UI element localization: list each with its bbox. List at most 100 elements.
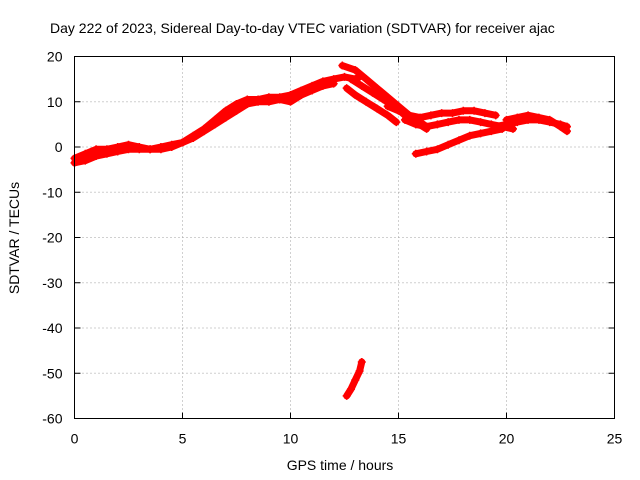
- data-point: [286, 97, 295, 106]
- x-tick-labels: 0 5 10 15 20 25: [71, 431, 623, 447]
- series-main-arc-lower: [70, 79, 338, 167]
- x-tick-label: 15: [391, 431, 407, 447]
- data-point: [275, 95, 284, 104]
- data-point: [491, 111, 500, 120]
- data-point: [167, 140, 176, 149]
- data-point: [156, 143, 165, 151]
- data-point: [113, 147, 122, 156]
- data-point: [340, 72, 349, 81]
- data-point: [346, 75, 355, 84]
- data-point: [210, 120, 219, 129]
- y-tick-label: -40: [42, 320, 62, 336]
- data-point: [342, 84, 351, 93]
- data-point: [297, 90, 306, 99]
- data-point: [411, 120, 420, 129]
- data-point: [357, 357, 366, 366]
- y-tick-labels: 20 10 0 -10 -20 -30 -40 -50 -60: [42, 49, 62, 427]
- series-outlier: [342, 357, 366, 400]
- data-point: [416, 113, 425, 122]
- y-tick-label: -30: [42, 275, 62, 291]
- data-point: [487, 127, 496, 136]
- series-line: [343, 84, 400, 126]
- y-tick-label: 10: [47, 94, 63, 110]
- data-point: [422, 122, 431, 131]
- series-mid-cluster: [383, 102, 500, 122]
- data-point: [362, 97, 371, 106]
- axis-ticks: [74, 56, 615, 419]
- data-point: [135, 145, 144, 154]
- data-point: [394, 106, 403, 115]
- data-point: [524, 111, 533, 120]
- x-tick-label: 0: [71, 431, 79, 447]
- x-axis-label: GPS time / hours: [287, 457, 394, 473]
- data-point: [346, 385, 355, 394]
- data-point: [329, 79, 338, 88]
- data-point: [379, 95, 388, 104]
- data-point: [342, 391, 351, 400]
- data-point: [454, 136, 463, 145]
- y-tick-label: -50: [42, 365, 62, 381]
- data-point: [459, 106, 468, 115]
- data-point: [286, 90, 295, 99]
- data-point: [383, 102, 392, 111]
- data-point: [513, 113, 522, 122]
- data-point: [470, 106, 479, 115]
- data-point: [556, 122, 565, 131]
- data-point: [368, 88, 377, 97]
- y-axis-label: SDTVAR / TECUs: [6, 182, 22, 294]
- y-tick-label: -60: [42, 411, 62, 427]
- data-point: [92, 152, 101, 161]
- data-point: [433, 145, 442, 154]
- data-point: [465, 115, 474, 124]
- x-tick-label: 25: [607, 431, 623, 447]
- data-point: [392, 118, 401, 127]
- data-point: [189, 133, 198, 142]
- data-point: [476, 118, 485, 127]
- data-point: [465, 131, 474, 140]
- data-point: [308, 86, 317, 95]
- data-point: [351, 90, 360, 99]
- data-point: [318, 81, 327, 90]
- data-point: [357, 81, 366, 90]
- data-series: [70, 61, 571, 400]
- data-point: [81, 156, 90, 165]
- data-point: [81, 149, 90, 158]
- data-point: [502, 115, 511, 124]
- data-point: [351, 376, 360, 385]
- grid-lines: [74, 56, 615, 419]
- data-point: [383, 111, 392, 120]
- data-point: [124, 145, 133, 154]
- data-point: [102, 149, 111, 158]
- data-point: [264, 97, 273, 106]
- data-point: [372, 84, 381, 93]
- data-point: [444, 140, 453, 149]
- data-point: [411, 149, 420, 158]
- series-line: [71, 80, 338, 167]
- series-rising-tail: [411, 124, 507, 158]
- x-tick-label: 10: [283, 431, 299, 447]
- data-point: [338, 61, 347, 70]
- data-point: [491, 122, 500, 131]
- data-point: [243, 100, 252, 109]
- data-point: [92, 145, 101, 154]
- data-point: [355, 366, 364, 375]
- data-point: [545, 115, 554, 124]
- data-point: [351, 66, 360, 75]
- data-point: [254, 97, 263, 106]
- data-point: [422, 147, 431, 156]
- x-tick-label: 20: [499, 431, 515, 447]
- series-late-arc-2: [502, 111, 571, 136]
- data-point: [221, 113, 230, 122]
- data-point: [362, 75, 371, 84]
- data-point: [562, 127, 571, 136]
- data-point: [444, 118, 453, 127]
- data-point: [372, 104, 381, 113]
- data-point: [454, 115, 463, 124]
- data-point: [480, 109, 489, 118]
- y-tick-label: 20: [47, 49, 63, 65]
- x-tick-label: 5: [179, 431, 187, 447]
- series-descending-3: [342, 84, 401, 127]
- data-point: [448, 109, 457, 118]
- data-point: [433, 120, 442, 129]
